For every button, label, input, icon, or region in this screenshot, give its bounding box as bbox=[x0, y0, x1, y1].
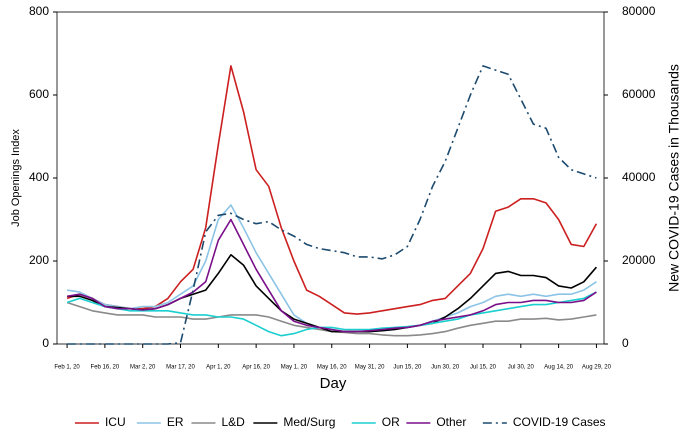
y2-tick-label: 80000 bbox=[622, 4, 656, 18]
legend-label: Med/Surg bbox=[283, 415, 335, 429]
legend-label: ER bbox=[167, 415, 184, 429]
legend-label: L&D bbox=[221, 415, 245, 429]
x-tick-label: Apr 1, 20 bbox=[206, 365, 231, 371]
series-line bbox=[66, 65, 598, 315]
series-line bbox=[66, 291, 597, 337]
x-tick-label: May 1, 20 bbox=[281, 365, 308, 371]
x-tick-label: Aug 29, 20 bbox=[582, 365, 612, 371]
legend-label: Other bbox=[436, 415, 466, 429]
y2-tick-label: 20000 bbox=[622, 253, 656, 267]
y2-tick-label: 40000 bbox=[622, 170, 656, 184]
y-axis-label: Job Openings Index bbox=[10, 129, 22, 227]
y-tick-label: 400 bbox=[29, 170, 49, 184]
x-tick-label: Feb 16, 20 bbox=[91, 365, 120, 371]
y2-tick-label: 60000 bbox=[622, 87, 656, 101]
x-tick-label: Mar 17, 20 bbox=[166, 365, 195, 371]
series-line bbox=[66, 218, 597, 333]
y2-tick-label: 0 bbox=[622, 336, 629, 350]
legend-label: COVID-19 Cases bbox=[513, 415, 606, 429]
series-line bbox=[66, 204, 597, 333]
plot-frame bbox=[56, 11, 605, 345]
x-tick-label: Jul 15, 20 bbox=[470, 365, 497, 371]
y-tick-label: 200 bbox=[29, 253, 49, 267]
legend-label: OR bbox=[382, 415, 400, 429]
x-tick-label: May 16, 20 bbox=[317, 365, 347, 371]
y-tick-label: 0 bbox=[42, 336, 49, 350]
legend-label: ICU bbox=[105, 415, 126, 429]
y-tick-label: 600 bbox=[29, 87, 49, 101]
x-tick-label: Jul 30, 20 bbox=[508, 365, 535, 371]
x-tick-label: Aug 14, 20 bbox=[544, 365, 574, 371]
x-tick-label: Apr 16, 20 bbox=[242, 365, 270, 371]
x-tick-label: Feb 1, 20 bbox=[54, 365, 80, 371]
x-tick-label: Jun 30, 20 bbox=[431, 365, 460, 371]
x-tick-label: May 31, 20 bbox=[355, 365, 385, 371]
x-tick-label: Mar 2, 20 bbox=[130, 365, 156, 371]
y2-axis-label: New COVID-19 Cases in Thousands bbox=[666, 64, 682, 292]
x-tick-label: Jun 15, 20 bbox=[393, 365, 422, 371]
y-tick-label: 800 bbox=[29, 4, 49, 18]
x-axis-label: Day bbox=[320, 375, 347, 392]
series-line bbox=[67, 65, 597, 345]
